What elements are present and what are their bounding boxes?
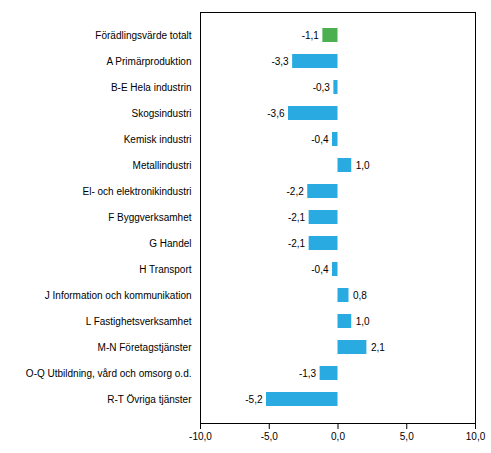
svg-text:5,0: 5,0 [400, 431, 414, 442]
svg-text:-10,0: -10,0 [189, 431, 212, 442]
svg-text:-3,6: -3,6 [267, 108, 285, 119]
svg-text:-2,2: -2,2 [287, 186, 305, 197]
svg-text:-5,2: -5,2 [245, 394, 263, 405]
svg-text:H Transport: H Transport [139, 264, 191, 275]
svg-text:0,0: 0,0 [331, 431, 345, 442]
svg-text:10,0: 10,0 [466, 431, 486, 442]
svg-text:G Handel: G Handel [149, 238, 191, 249]
svg-text:Kemisk industri: Kemisk industri [124, 134, 192, 145]
svg-text:-5,0: -5,0 [261, 431, 279, 442]
svg-text:-2,1: -2,1 [288, 212, 306, 223]
svg-text:-0,3: -0,3 [313, 82, 331, 93]
svg-text:Förädlingsvärde totalt: Förädlingsvärde totalt [95, 30, 191, 41]
svg-text:Metallindustri: Metallindustri [133, 160, 192, 171]
svg-text:-0,4: -0,4 [311, 264, 329, 275]
svg-text:2,1: 2,1 [371, 342, 385, 353]
svg-text:1,0: 1,0 [356, 316, 370, 327]
svg-text:A Primärproduktion: A Primärproduktion [106, 56, 191, 67]
svg-text:B-E Hela industrin: B-E Hela industrin [111, 82, 192, 93]
svg-text:1,0: 1,0 [356, 160, 370, 171]
svg-text:0,8: 0,8 [353, 290, 367, 301]
svg-text:-1,1: -1,1 [302, 30, 320, 41]
svg-text:Skogsindustri: Skogsindustri [131, 108, 191, 119]
svg-text:-1,3: -1,3 [299, 368, 317, 379]
svg-text:-0,4: -0,4 [311, 134, 329, 145]
svg-text:R-T Övriga tjänster: R-T Övriga tjänster [107, 394, 192, 405]
svg-text:O-Q Utbildning, vård och omsor: O-Q Utbildning, vård och omsorg o.d. [26, 368, 192, 379]
svg-text:-3,3: -3,3 [271, 56, 289, 67]
svg-text:J Information och kommunikatio: J Information och kommunikation [45, 290, 192, 301]
svg-text:F Byggverksamhet: F Byggverksamhet [108, 212, 192, 223]
svg-text:-2,1: -2,1 [288, 238, 306, 249]
svg-text:El- och elektronikindustri: El- och elektronikindustri [83, 186, 192, 197]
svg-text:L Fastighetsverksamhet: L Fastighetsverksamhet [86, 316, 192, 327]
svg-text:M-N Företagstjänster: M-N Företagstjänster [98, 342, 193, 353]
